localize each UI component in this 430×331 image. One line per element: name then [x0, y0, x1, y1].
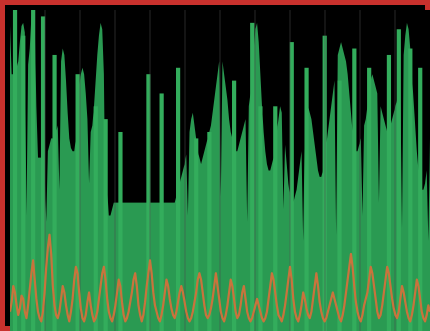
load-spike	[207, 131, 212, 331]
load-spike	[273, 106, 278, 331]
load-spike	[103, 119, 108, 331]
load-spike	[12, 10, 18, 331]
load-spike	[304, 67, 309, 331]
load-spike	[40, 16, 46, 331]
load-spike	[176, 67, 181, 331]
load-spike	[408, 48, 413, 331]
load-spike	[21, 35, 26, 331]
load-spike	[367, 67, 372, 331]
load-spike	[146, 74, 151, 331]
load-spike	[386, 54, 392, 331]
load-spike	[418, 67, 423, 331]
activity-graph	[10, 10, 430, 331]
load-spike	[75, 74, 80, 331]
load-spike	[194, 138, 199, 331]
load-spike	[337, 80, 342, 331]
load-spike	[289, 42, 294, 331]
load-spike	[396, 29, 401, 331]
load-spike	[352, 48, 357, 331]
load-spike	[93, 106, 98, 331]
load-spike	[118, 131, 123, 331]
trace-line	[10, 233, 430, 323]
load-spike	[159, 93, 164, 331]
load-spike	[258, 106, 263, 331]
load-spike	[232, 80, 237, 331]
load-spike	[250, 22, 255, 331]
load-spike	[52, 54, 57, 331]
load-spike	[31, 10, 36, 331]
